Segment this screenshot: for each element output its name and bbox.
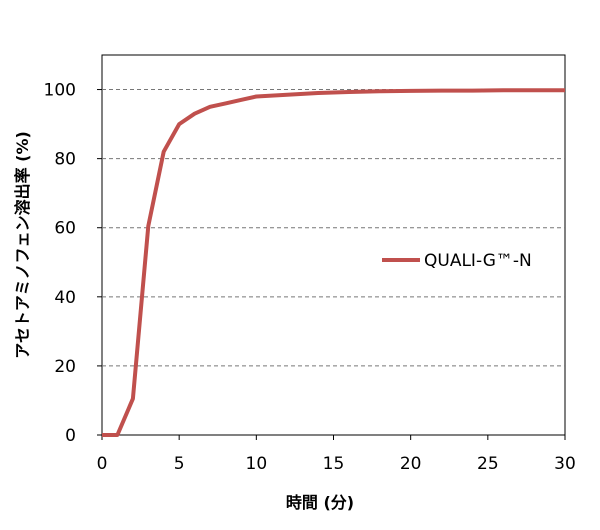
x-tick-label: 15 [323, 454, 345, 474]
x-tick-label: 20 [400, 454, 422, 474]
x-axis-ticks: 0 5 10 15 20 25 30 [97, 435, 576, 474]
legend: QUALI-G™-N [382, 251, 532, 271]
y-axis-title: アセトアミノフェン溶出率 (%) [13, 131, 32, 359]
legend-label: QUALI-G™-N [424, 251, 532, 271]
series-line [102, 88, 565, 437]
y-axis-ticks: 0 20 40 60 80 100 [44, 81, 102, 446]
y-tick-label: 80 [54, 150, 76, 170]
series-group [102, 88, 565, 437]
y-tick-label: 40 [54, 288, 76, 308]
y-tick-label: 20 [54, 357, 76, 377]
x-tick-label: 25 [477, 454, 499, 474]
x-tick-label: 5 [174, 454, 185, 474]
y-tick-label: 0 [65, 426, 76, 446]
grid-lines [102, 89, 565, 367]
x-tick-label: 10 [246, 454, 268, 474]
plot-area [101, 54, 566, 436]
y-tick-label: 60 [54, 219, 76, 239]
x-tick-label: 0 [97, 454, 108, 474]
x-axis-title: 時間 (分) [286, 493, 354, 512]
x-tick-label: 30 [554, 454, 576, 474]
y-tick-label: 100 [44, 81, 76, 101]
